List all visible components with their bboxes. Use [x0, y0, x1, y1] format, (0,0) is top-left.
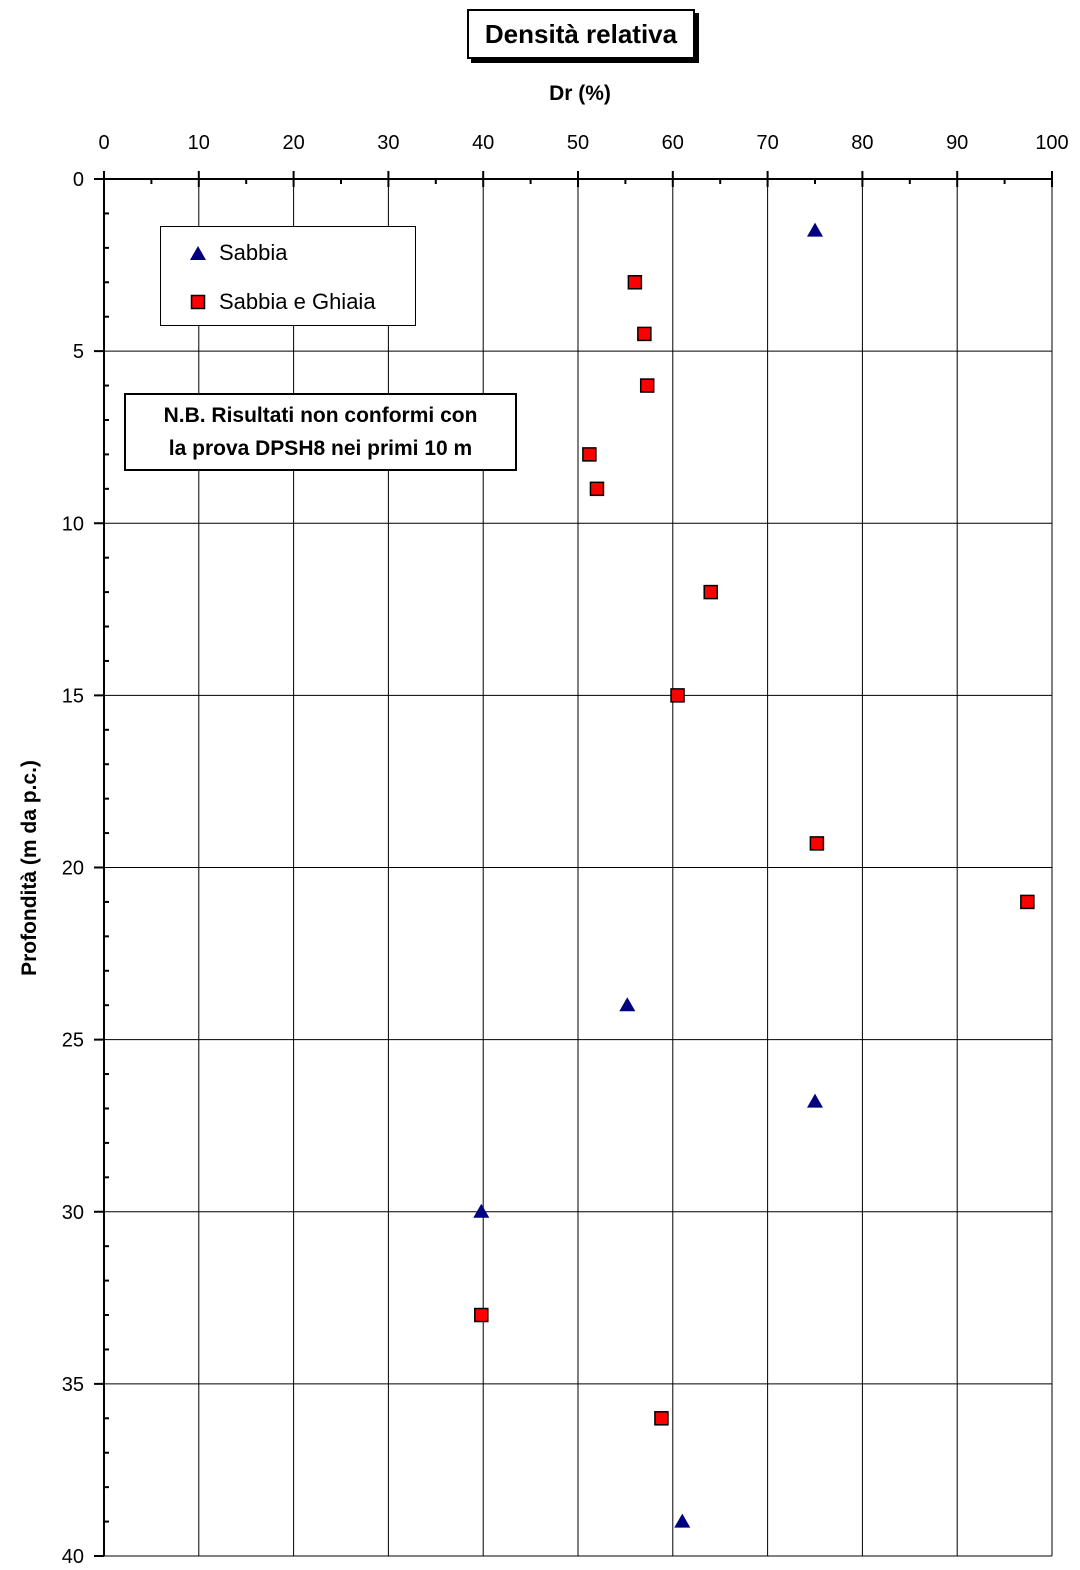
- x-tick-label: 40: [472, 132, 494, 154]
- y-tick-label: 20: [62, 858, 84, 880]
- x-tick-label: 100: [1035, 132, 1068, 154]
- y-tick-label: 0: [73, 169, 84, 191]
- grid-lines: [104, 179, 1053, 1557]
- square-point: [582, 447, 597, 462]
- triangle-point: [473, 1203, 490, 1218]
- x-tick-label: 0: [98, 132, 109, 154]
- x-tick-label: 80: [851, 132, 873, 154]
- legend-item-sabbia-ghiaia: Sabbia e Ghiaia: [187, 287, 376, 317]
- square-marker-icon: [187, 294, 209, 310]
- y-ticks: 0 5 10 15 20 25 30 35 40: [62, 169, 109, 1568]
- triangle-point: [807, 1093, 823, 1108]
- y-tick-label: 10: [62, 513, 84, 535]
- square-point: [1020, 894, 1035, 910]
- square-point: [474, 1307, 489, 1323]
- triangle-point: [674, 1513, 691, 1528]
- triangle-point: [619, 997, 636, 1012]
- x-ticks: 0 10 20 30 40 50 60 70 80 90 100: [98, 132, 1069, 187]
- x-tick-label: 30: [377, 132, 399, 154]
- legend-label-sabbia-ghiaia: Sabbia e Ghiaia: [219, 289, 376, 314]
- chart-title: Densità relativa: [467, 9, 695, 59]
- x-tick-label: 70: [756, 132, 778, 154]
- x-tick-label: 60: [662, 132, 684, 154]
- y-tick-label: 40: [62, 1546, 84, 1568]
- square-point: [589, 481, 605, 497]
- square-point: [637, 326, 652, 342]
- triangle-marker-icon: [187, 245, 209, 261]
- note-line-2: la prova DPSH8 nei primi 10 m: [168, 437, 473, 460]
- square-point: [670, 688, 685, 703]
- x-axis-label: Dr (%): [549, 82, 611, 105]
- x-tick-label: 20: [282, 132, 304, 154]
- legend-item-sabbia: Sabbia: [187, 238, 288, 268]
- triangle-point: [807, 222, 823, 237]
- y-tick-label: 15: [62, 685, 84, 707]
- data-points: [473, 222, 1035, 1528]
- note-box: N.B. Risultati non conformi con la prova…: [124, 393, 517, 471]
- x-tick-label: 10: [188, 132, 210, 154]
- y-tick-label: 25: [62, 1030, 84, 1052]
- legend-label-sabbia: Sabbia: [219, 240, 288, 265]
- square-point: [639, 378, 655, 393]
- square-point: [627, 275, 643, 290]
- square-point: [703, 584, 718, 600]
- square-point: [654, 1411, 669, 1426]
- note-line-1: N.B. Risultati non conformi con: [163, 404, 478, 427]
- x-tick-label: 90: [946, 132, 968, 154]
- y-tick-label: 30: [62, 1202, 84, 1224]
- legend: Sabbia Sabbia e Ghiaia: [160, 226, 416, 326]
- square-point: [809, 836, 825, 851]
- y-tick-label: 35: [62, 1374, 84, 1396]
- x-tick-label: 50: [567, 132, 589, 154]
- y-tick-label: 5: [73, 341, 84, 363]
